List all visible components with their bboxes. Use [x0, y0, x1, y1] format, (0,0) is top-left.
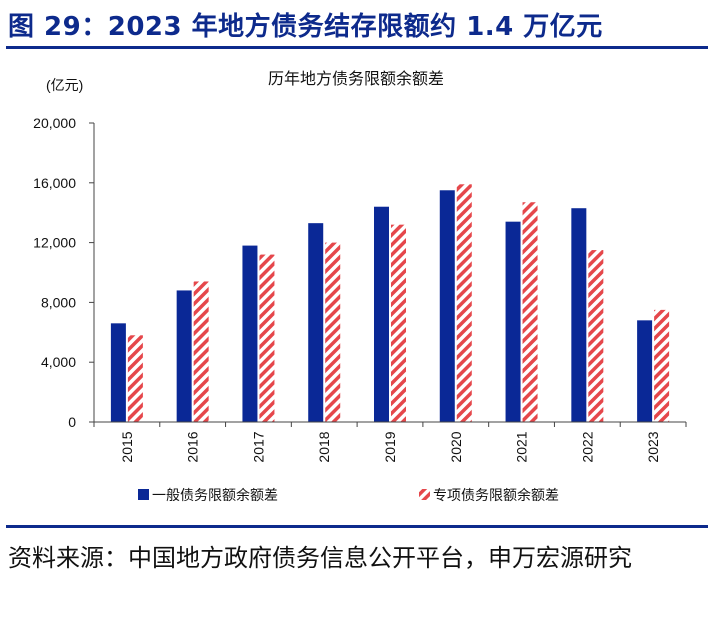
- x-tick-label: 2021: [514, 431, 530, 462]
- bar-general-2020: [439, 190, 455, 422]
- bar-general-2016: [176, 290, 192, 422]
- bar-general-2023: [637, 320, 653, 422]
- figure-title: 图 29：2023 年地方债务结存限额约 1.4 万亿元: [8, 12, 603, 42]
- legend-swatch-general: [138, 489, 149, 500]
- y-tick-label: 4,000: [41, 354, 76, 370]
- bar-general-2017: [242, 245, 258, 422]
- x-tick-label: 2018: [316, 431, 332, 462]
- bar-special-2018: [325, 242, 341, 422]
- bar-special-2023: [654, 309, 670, 422]
- source-divider: [6, 525, 708, 528]
- y-tick-label: 8,000: [41, 294, 76, 310]
- bar-general-2021: [505, 221, 521, 422]
- chart-title: 历年地方债务限额余额差: [268, 69, 444, 88]
- x-tick-label: 2020: [448, 431, 464, 462]
- bar-general-2015: [110, 323, 126, 422]
- x-tick-label: 2019: [382, 431, 398, 462]
- y-tick-label: 12,000: [33, 235, 76, 251]
- bar-special-2016: [193, 281, 209, 422]
- legend-label-general: 一般债务限额余额差: [152, 487, 278, 503]
- legend-swatch-special: [419, 489, 430, 500]
- bar-general-2018: [308, 223, 324, 422]
- x-tick-label: 2023: [645, 431, 661, 462]
- y-tick-label: 20,000: [33, 115, 76, 131]
- legend-label-special: 专项债务限额余额差: [433, 487, 559, 503]
- bar-special-2017: [259, 254, 275, 422]
- bar-chart: 历年地方债务限额余额差 (亿元) 0 4,000 8,000 12,000 16,000…: [33, 69, 687, 503]
- bar-special-2022: [588, 250, 604, 422]
- y-tick-label: 0: [68, 414, 76, 430]
- bar-special-2021: [522, 202, 538, 422]
- source-note: 资料来源：中国地方政府债务信息公开平台，申万宏源研究: [8, 544, 632, 572]
- y-tick-label: 16,000: [33, 175, 76, 191]
- x-tick-label: 2015: [119, 431, 135, 462]
- bar-special-2019: [391, 224, 406, 422]
- title-divider: [6, 46, 708, 49]
- x-tick-label: 2022: [579, 431, 595, 462]
- x-tick-label: 2017: [250, 431, 266, 462]
- bar-general-2019: [374, 206, 389, 422]
- bar-special-2020: [456, 184, 472, 422]
- x-tick-label: 2016: [185, 431, 201, 462]
- bar-special-2015: [127, 335, 143, 422]
- y-unit-label: (亿元): [46, 77, 83, 93]
- bar-general-2022: [571, 208, 587, 422]
